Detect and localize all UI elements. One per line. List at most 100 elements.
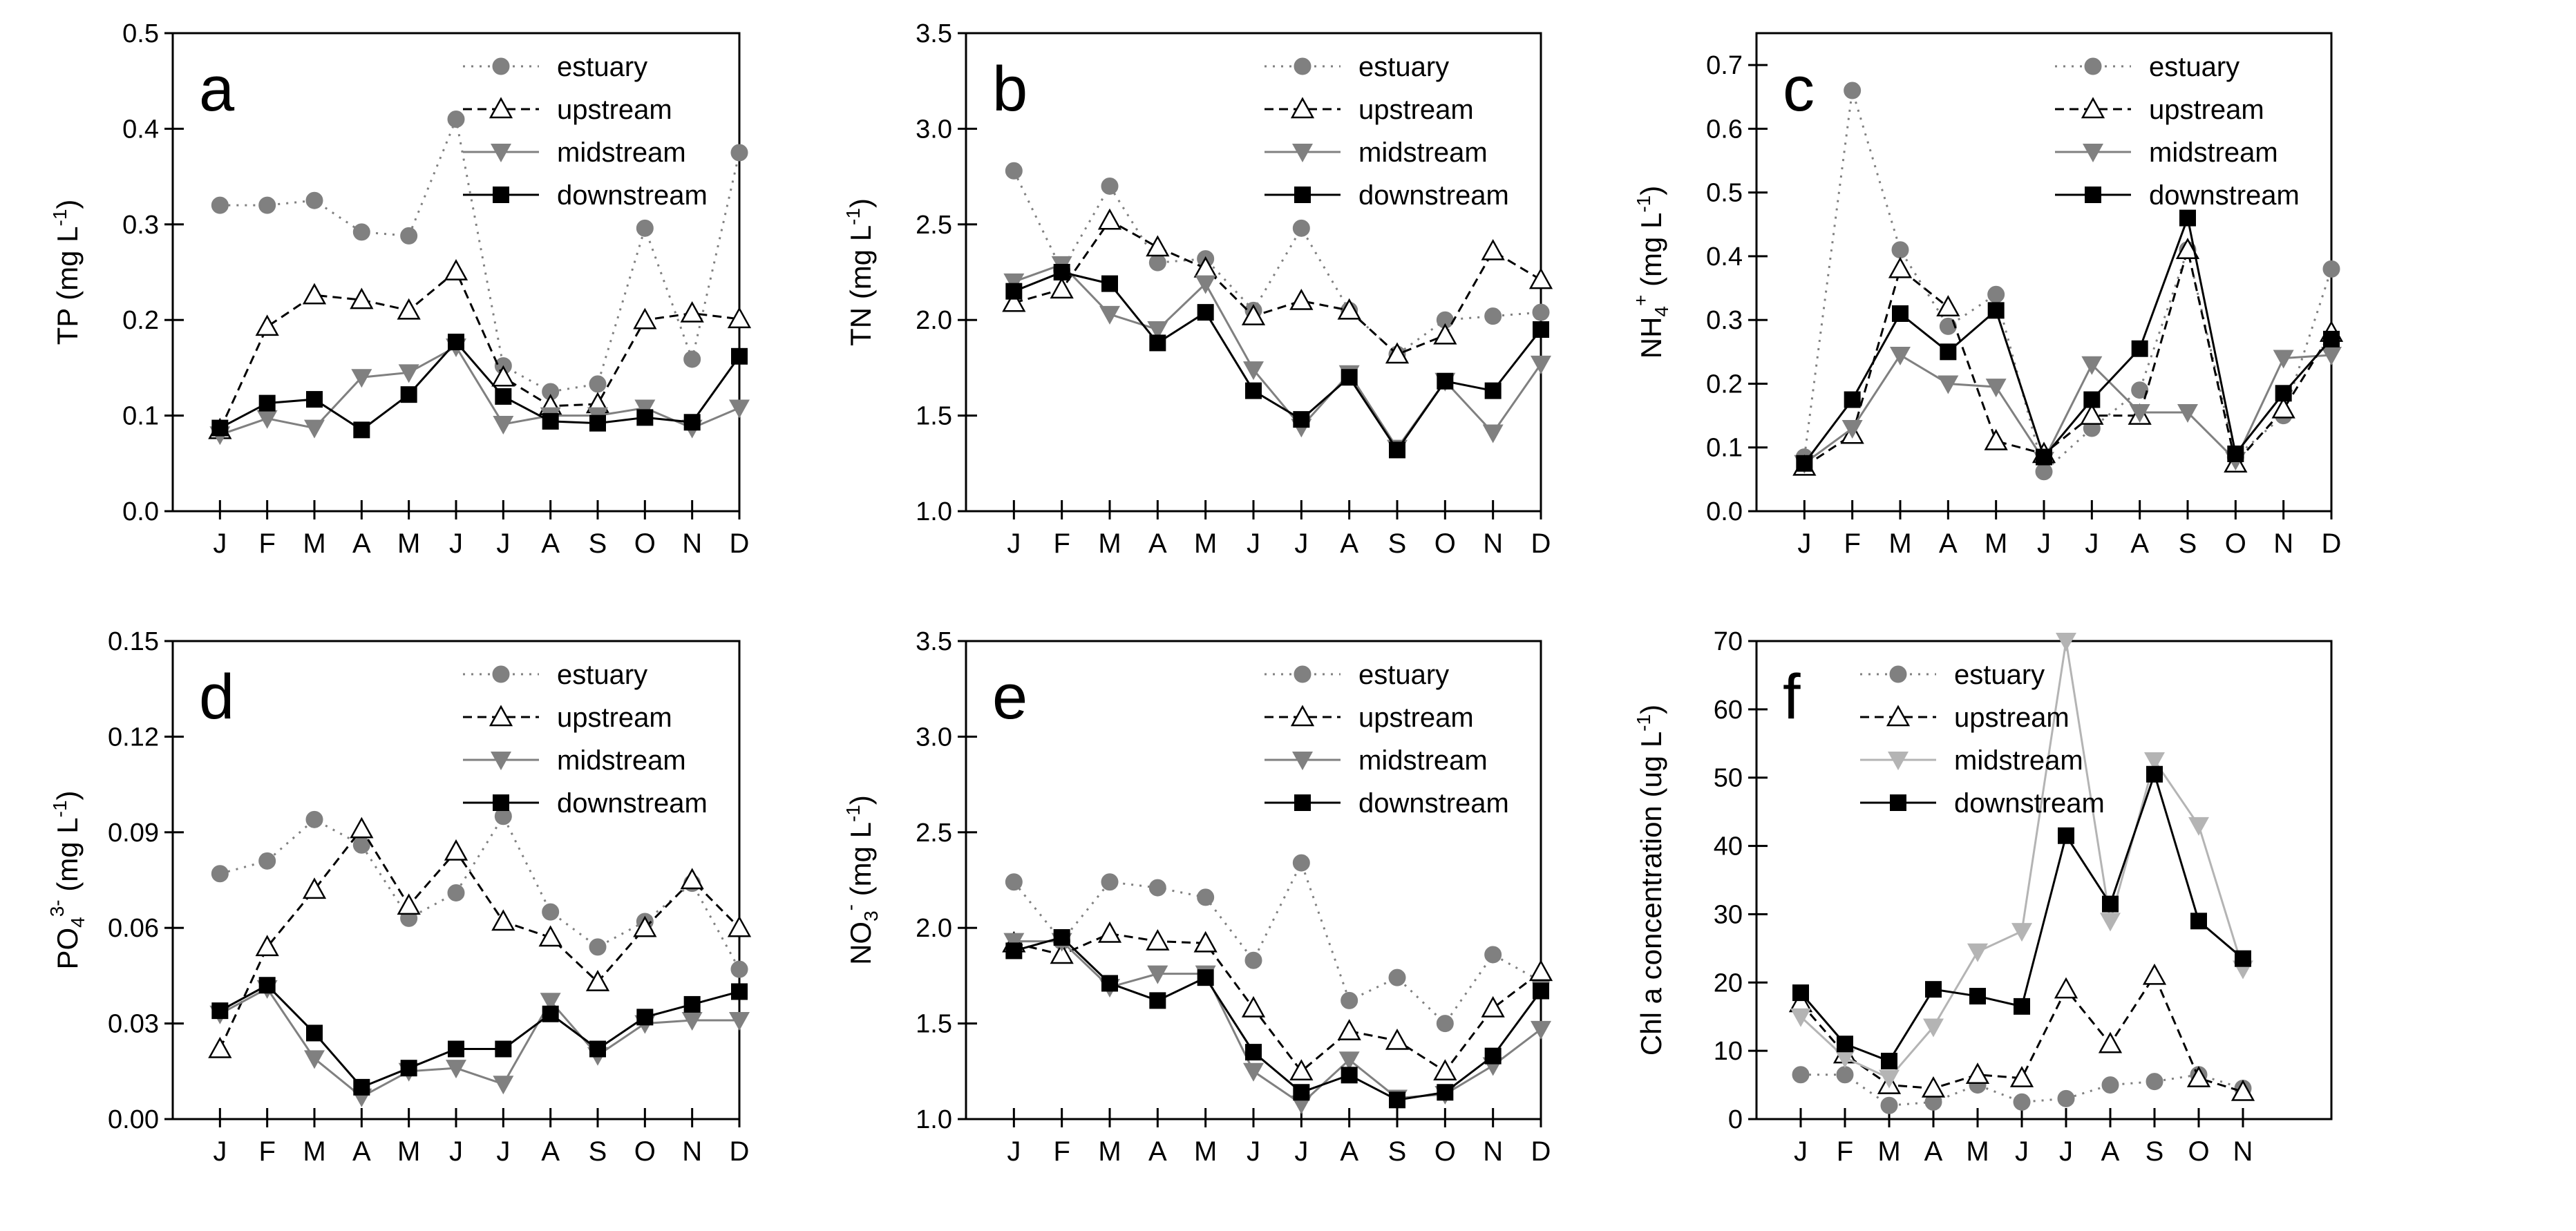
- y-tick-label: 0.0: [1706, 497, 1743, 526]
- data-point-upstream: [538, 925, 562, 947]
- x-tick-label: N: [1483, 1136, 1503, 1167]
- legend-marker-downstream: [2085, 187, 2101, 203]
- data-point-downstream: [306, 391, 323, 408]
- data-point-estuary: [730, 960, 748, 978]
- data-point-estuary: [1484, 307, 1502, 325]
- data-point-estuary: [2146, 1073, 2163, 1091]
- series-line-midstream: [219, 345, 740, 436]
- data-point-estuary: [1987, 285, 2005, 303]
- legend-marker-upstream: [1886, 705, 1911, 727]
- x-tick-label: J: [213, 1136, 227, 1167]
- x-tick-label: F: [1837, 1136, 1853, 1167]
- x-tick-label: M: [1098, 1136, 1121, 1167]
- legend-label-upstream: upstream: [1358, 95, 1474, 125]
- data-point-estuary: [1532, 303, 1550, 321]
- data-point-downstream: [495, 388, 512, 405]
- data-point-upstream: [1337, 1019, 1361, 1040]
- series-upstream: [208, 817, 752, 1058]
- x-tick-label: A: [1148, 528, 1167, 559]
- data-point-downstream: [683, 414, 701, 431]
- x-tick-label: J: [1294, 528, 1308, 559]
- data-point-downstream: [1197, 304, 1214, 321]
- data-point-downstream: [1796, 455, 1813, 472]
- panel-letter: b: [992, 54, 1027, 124]
- series-midstream: [1790, 633, 2253, 1089]
- series-line-upstream: [218, 269, 740, 430]
- data-point-downstream: [1245, 382, 1262, 399]
- x-tick-label: J: [2085, 528, 2099, 559]
- legend-label-estuary: estuary: [1358, 52, 1449, 82]
- y-label-main: NO: [844, 922, 877, 965]
- legend-label-upstream: upstream: [557, 95, 672, 125]
- panel-c: 0.00.10.20.30.40.50.60.7J F M A M J J A S O N DcNH4…: [1630, 32, 2344, 559]
- data-point-estuary: [589, 375, 607, 393]
- y-tick-label: 0.4: [122, 115, 159, 144]
- legend-marker-estuary: [492, 665, 510, 683]
- data-point-upstream: [2098, 1031, 2123, 1053]
- y-tick-label: 1.0: [916, 1105, 952, 1134]
- y-tick-label: 70: [1714, 627, 1743, 656]
- legend-marker-midstream: [491, 752, 511, 770]
- data-point-estuary: [1341, 991, 1358, 1009]
- data-point-upstream: [680, 300, 704, 323]
- data-point-downstream: [1837, 1036, 1853, 1053]
- x-tick-label: J: [1007, 528, 1021, 559]
- y-tick-label: 0.1: [122, 402, 159, 431]
- legend-label-estuary: estuary: [1954, 660, 2045, 690]
- panel-letter: e: [992, 662, 1027, 732]
- data-point-downstream: [448, 1040, 464, 1058]
- legend-marker-downstream: [1294, 794, 1311, 811]
- y-tick-label: 50: [1714, 764, 1743, 793]
- data-point-midstream: [1967, 943, 1988, 962]
- legend-marker-estuary: [492, 57, 510, 75]
- x-tick-label: M: [397, 528, 420, 559]
- x-tick-label: F: [1053, 1136, 1070, 1167]
- y-label-main: TN (mg L: [844, 225, 877, 346]
- data-point-upstream: [1289, 1059, 1314, 1081]
- x-tick-label: M: [1966, 1136, 1989, 1167]
- y-tick-label: 0.2: [122, 306, 159, 335]
- data-point-midstream: [2056, 633, 2076, 651]
- y-axis-label: PO43- (mg L-1): [46, 790, 88, 969]
- data-point-estuary: [2101, 1076, 2119, 1094]
- data-point-downstream: [2179, 209, 2196, 227]
- data-point-estuary: [2131, 381, 2149, 399]
- data-point-upstream: [1385, 342, 1410, 364]
- data-point-midstream: [1531, 1020, 1551, 1040]
- series-line-estuary: [1013, 860, 1542, 1025]
- data-point-downstream: [448, 334, 464, 351]
- x-tick-label: M: [1985, 528, 2007, 559]
- data-point-estuary: [589, 938, 607, 956]
- x-tick-label: J: [496, 1136, 510, 1167]
- data-point-upstream: [302, 877, 327, 899]
- data-point-upstream: [1481, 238, 1505, 260]
- series-line-upstream: [218, 827, 741, 1050]
- legend-label-downstream: downstream: [557, 180, 708, 211]
- data-point-upstream: [444, 259, 468, 280]
- data-point-midstream: [1531, 355, 1551, 374]
- series-line-upstream: [1803, 249, 2333, 468]
- data-point-estuary: [730, 144, 748, 162]
- x-tick-label: D: [730, 528, 750, 559]
- y-tick-label: 0.00: [108, 1105, 159, 1134]
- data-point-downstream: [1844, 391, 1861, 408]
- data-point-downstream: [1293, 411, 1310, 428]
- data-point-downstream: [400, 386, 417, 403]
- data-point-upstream: [1433, 1059, 1457, 1081]
- x-tick-label: A: [352, 1136, 371, 1167]
- data-point-upstream: [397, 893, 421, 915]
- data-point-upstream: [2186, 1066, 2211, 1087]
- data-point-estuary: [1148, 879, 1166, 897]
- data-point-downstream: [1101, 275, 1118, 292]
- x-tick-label: F: [258, 1136, 275, 1167]
- legend: estuary upstream midstream downstream: [2055, 52, 2300, 211]
- legend-marker-midstream: [1888, 752, 1909, 770]
- legend-marker-downstream: [1890, 794, 1906, 811]
- data-point-midstream: [1195, 275, 1216, 294]
- data-point-midstream: [2081, 356, 2103, 375]
- y-label-subscript: 4: [67, 917, 88, 928]
- data-point-downstream: [2275, 385, 2292, 402]
- data-point-downstream: [1341, 369, 1358, 386]
- y-tick-label: 0.1: [1706, 434, 1743, 463]
- data-point-upstream: [444, 839, 468, 861]
